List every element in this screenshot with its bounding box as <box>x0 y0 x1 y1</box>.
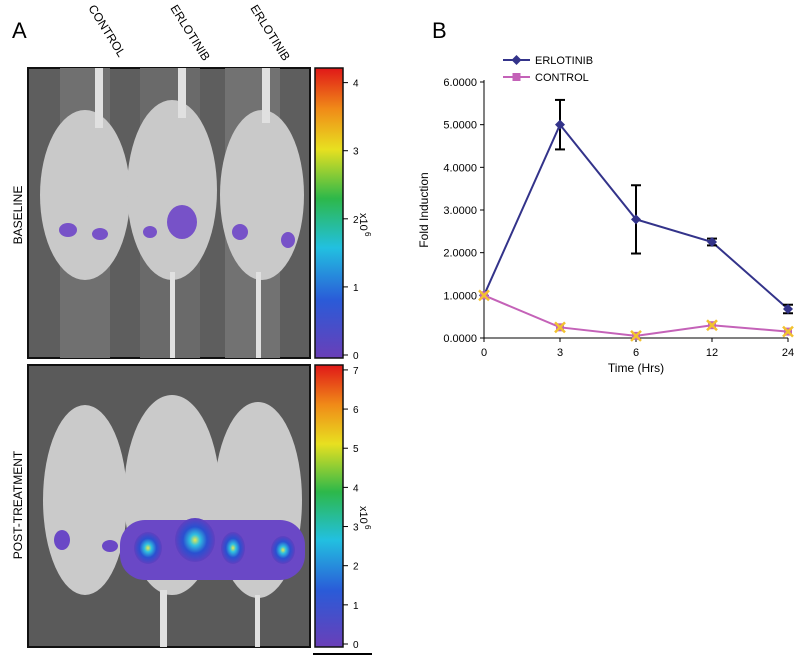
y-tick-label: 3.0000 <box>443 205 477 217</box>
panel-label: B <box>432 18 447 43</box>
point-cross <box>554 321 566 334</box>
colorbar-tick-label: 4 <box>353 79 359 90</box>
colorbar-tick-label: 2 <box>353 215 359 226</box>
row-label: POST-TREATMENT <box>11 450 25 559</box>
x-tick-label: 0 <box>481 347 487 359</box>
data-point <box>631 214 641 225</box>
colorbar-tick-label: 0 <box>353 351 359 362</box>
legend-label: ERLOTINIB <box>535 55 593 67</box>
column-label: ERLOTINIB <box>167 2 212 63</box>
series-line <box>483 294 789 337</box>
y-tick-label: 0.0000 <box>443 333 477 345</box>
data-point <box>707 237 717 247</box>
colorbar-unit-exponent: 6 <box>363 525 372 530</box>
colorbar-tick-label: 6 <box>353 405 359 416</box>
y-tick-label: 1.0000 <box>443 290 477 302</box>
y-axis-title: Fold Induction <box>417 172 431 247</box>
colorbar-tick-label: 3 <box>353 523 359 534</box>
x-axis-title: Time (Hrs) <box>608 361 664 375</box>
colorbar <box>314 67 344 359</box>
image-baseline <box>27 67 311 359</box>
point-cross <box>630 329 642 342</box>
image-post-treatment <box>27 364 311 648</box>
colorbar-tick-label: 4 <box>353 483 359 494</box>
y-tick-label: 2.0000 <box>443 248 477 260</box>
colorbar-unit-text: x10 <box>357 213 369 231</box>
colorbar-tick-label: 7 <box>353 366 359 377</box>
column-label: CONTROL <box>85 2 128 59</box>
y-tick-label: 5.0000 <box>443 120 477 132</box>
y-tick-label: 4.0000 <box>443 162 477 174</box>
x-tick-label: 12 <box>706 347 718 359</box>
colorbar-unit-text: x10 <box>357 506 369 524</box>
colorbar-tick-label: 2 <box>353 562 359 573</box>
colorbar-unit-exponent: 6 <box>363 232 372 237</box>
data-point <box>783 303 793 314</box>
colorbar-tick-label: 1 <box>353 283 359 294</box>
colorbar-tick-label: 0 <box>353 640 359 651</box>
colorbar-tick-label: 5 <box>353 444 359 455</box>
legend-label: CONTROL <box>535 72 589 84</box>
x-tick-label: 6 <box>633 347 639 359</box>
point-cross <box>782 325 794 338</box>
x-tick-label: 24 <box>782 347 794 359</box>
colorbar-tick-label: 3 <box>353 147 359 158</box>
point-cross <box>478 289 490 302</box>
x-tick-label: 3 <box>557 347 563 359</box>
panel-label: A <box>12 18 27 43</box>
colorbar-tick-label: 1 <box>353 601 359 612</box>
data-point <box>555 119 565 130</box>
data-point <box>512 73 521 81</box>
point-cross <box>706 319 718 332</box>
colorbar <box>314 364 344 648</box>
row-label: BASELINE <box>11 186 25 245</box>
data-point <box>511 55 522 65</box>
column-label: ERLOTINIB <box>247 2 292 63</box>
y-tick-label: 6.0000 <box>443 77 477 89</box>
